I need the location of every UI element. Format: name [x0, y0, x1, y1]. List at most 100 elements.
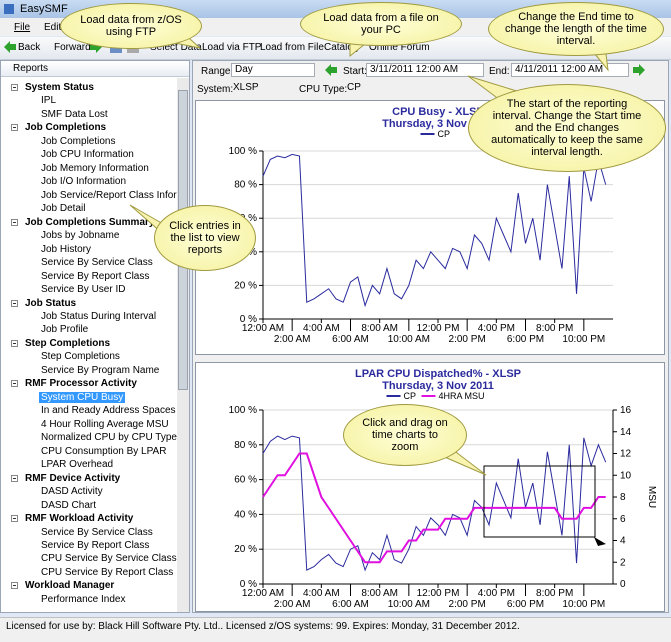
tree-item-label[interactable]: Job Profile: [41, 324, 89, 336]
tree-item-label[interactable]: Job I/O Information: [41, 176, 127, 188]
tree-group[interactable]: RMF Processor Activity: [25, 378, 137, 390]
tree-item-label[interactable]: Service By Report Class: [41, 270, 150, 282]
tree-item[interactable]: DASD Activity: [41, 485, 103, 498]
tree-group[interactable]: Job Status: [25, 297, 77, 309]
system-select[interactable]: XLSP: [233, 82, 259, 93]
tree-item[interactable]: CPU Consumption By LPAR: [41, 445, 166, 458]
tree-group[interactable]: Workload Manager: [25, 580, 115, 592]
next-icon[interactable]: [633, 64, 645, 76]
tree-item-label[interactable]: Job Detail: [41, 203, 86, 215]
tree-item-label[interactable]: CPU Service By Service Class: [41, 553, 177, 565]
tree-item[interactable]: LPAR Overhead: [41, 458, 113, 471]
tree-expander[interactable]: [11, 380, 18, 388]
tree-item[interactable]: Service By Program Name: [41, 364, 159, 377]
tree-item[interactable]: Job Service/Report Class Informati: [41, 189, 190, 202]
tree-item[interactable]: Normalized CPU by CPU Type: [41, 431, 177, 444]
tree-item-label[interactable]: Job Service/Report Class Informati: [41, 189, 190, 201]
tree-item[interactable]: SMF Data Lost: [41, 108, 108, 121]
tree-item[interactable]: System CPU Busy: [39, 391, 126, 404]
cpu-type-select[interactable]: CP: [347, 82, 361, 93]
tree-item[interactable]: Service By User ID: [41, 283, 125, 296]
tree-item[interactable]: DASD Chart: [41, 499, 96, 512]
back-button[interactable]: Back: [18, 42, 41, 53]
online-forum-button[interactable]: Online Forum: [369, 42, 430, 53]
tree-item[interactable]: CPU Service By Service Class: [41, 552, 177, 565]
start-picker[interactable]: 3/11/2011 12:00 AM: [366, 63, 484, 77]
tree-expander[interactable]: [11, 84, 18, 91]
tree-group[interactable]: Step Completions: [25, 337, 111, 349]
tree-item[interactable]: Service By Report Class: [41, 270, 149, 283]
tree-item[interactable]: Job I/O Information: [41, 175, 126, 188]
x-tick-label: 4:00 AM: [303, 588, 340, 599]
load-file-button[interactable]: Load from File: [260, 42, 324, 53]
tree-item[interactable]: Performance Index: [41, 593, 126, 606]
tree-item-label[interactable]: SMF Data Lost: [41, 108, 108, 120]
tree-item[interactable]: IPL: [41, 94, 56, 107]
tree-item[interactable]: Service By Report Class: [41, 539, 149, 552]
menu-item[interactable]: Edit: [44, 22, 62, 33]
load-ftp-button[interactable]: Load via FTP: [202, 42, 262, 53]
tree-item[interactable]: Job History: [41, 243, 91, 256]
tree-item-label[interactable]: Job Completions: [41, 135, 116, 147]
tree-expander[interactable]: [11, 339, 18, 347]
tree-expander[interactable]: [11, 515, 18, 523]
tree-item[interactable]: Step Completions: [41, 350, 120, 363]
tree-item-label[interactable]: Job Memory Information: [41, 162, 149, 174]
tree-item[interactable]: Job Status During Interval: [41, 310, 156, 323]
tree-item-label[interactable]: DASD Activity: [41, 486, 103, 498]
tree-item[interactable]: Service By Service Class: [41, 256, 153, 269]
tree-item-label[interactable]: In and Ready Address Spaces: [41, 405, 176, 417]
select-data-button[interactable]: Select Data: [150, 42, 202, 53]
tree-group[interactable]: System Status: [25, 82, 94, 93]
tree-item[interactable]: Job Completions: [41, 135, 115, 148]
tree-group[interactable]: RMF Device Activity: [25, 472, 121, 484]
tree-item[interactable]: Job Memory Information: [41, 162, 149, 175]
tree-expander[interactable]: [11, 124, 18, 132]
x-tick-label: 2:00 PM: [449, 334, 486, 345]
tree-item-label[interactable]: IPL: [41, 95, 57, 107]
tree-item[interactable]: In and Ready Address Spaces: [41, 404, 176, 417]
tree-group[interactable]: Job Completions Summary: [25, 216, 155, 228]
tree-item-label[interactable]: Normalized CPU by CPU Type: [41, 432, 177, 444]
tree-group[interactable]: Job Completions: [25, 122, 107, 134]
tree-item-label[interactable]: Job History: [41, 243, 92, 255]
tree-item-label[interactable]: Jobs by Jobname: [41, 230, 120, 242]
tree-item-label[interactable]: Service By Report Class: [41, 539, 150, 551]
tree-item-label[interactable]: Job Status During Interval: [41, 310, 157, 322]
tree-item-label[interactable]: Step Completions: [41, 351, 120, 363]
tree-item[interactable]: 4 Hour Rolling Average MSU: [41, 418, 169, 431]
tree-item-label[interactable]: DASD Chart: [41, 499, 97, 511]
x-tick-label: 12:00 PM: [417, 323, 460, 334]
tree-expander[interactable]: [11, 299, 18, 307]
tree-item[interactable]: CPU Service By Report Class: [41, 566, 173, 579]
tree-expander[interactable]: [11, 582, 18, 590]
tree-expander[interactable]: [11, 218, 18, 226]
tree-item-label[interactable]: Service By Service Class: [41, 257, 153, 269]
tree-item[interactable]: Service By Service Class: [41, 526, 153, 539]
tree-item[interactable]: Job Profile: [41, 323, 88, 336]
forward-button[interactable]: Forward: [54, 42, 91, 53]
tree-group[interactable]: RMF Workload Activity: [25, 513, 134, 525]
tree-item-label[interactable]: Service By User ID: [41, 284, 126, 296]
tree-item-label[interactable]: Performance Index: [41, 593, 126, 605]
menu-item[interactable]: File: [14, 22, 31, 33]
prev-icon[interactable]: [325, 64, 337, 76]
tree-expander[interactable]: [11, 474, 18, 482]
tree-item[interactable]: Jobs by Jobname: [41, 229, 119, 242]
tree-item[interactable]: Job Detail: [41, 202, 85, 215]
tree-item-label[interactable]: CPU Service By Report Class: [41, 566, 174, 578]
tree-item-label[interactable]: System CPU Busy: [39, 391, 126, 403]
end-picker[interactable]: 4/11/2011 12:00 AM: [511, 63, 629, 77]
x-tick-label: 10:00 PM: [562, 334, 605, 345]
tree-item-label[interactable]: Service By Program Name: [41, 364, 160, 376]
tree-item-label[interactable]: LPAR Overhead: [41, 459, 114, 471]
tree-item-label[interactable]: 4 Hour Rolling Average MSU: [41, 418, 169, 430]
tree-item-label[interactable]: Service By Service Class: [41, 526, 153, 538]
catalog-button[interactable]: Catalog: [324, 42, 359, 53]
tree-item-label[interactable]: CPU Consumption By LPAR: [41, 445, 167, 457]
tree-item[interactable]: Job CPU Information: [41, 148, 134, 161]
tree-item-label[interactable]: Job CPU Information: [41, 149, 134, 161]
range-select[interactable]: Day: [231, 63, 315, 77]
